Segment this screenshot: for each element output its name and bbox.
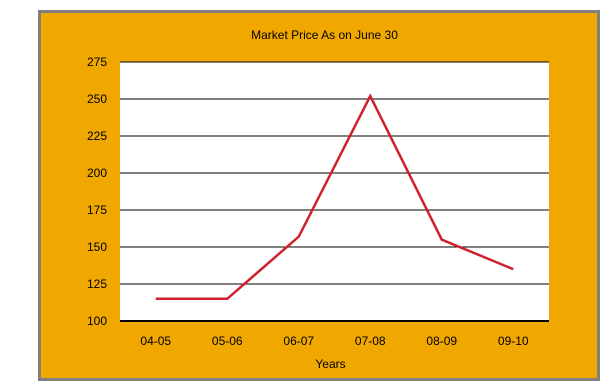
x-tick-label: 06-07 [283, 334, 314, 348]
x-tick-label: 05-06 [212, 334, 243, 348]
y-axis-tick-labels: 100 125 150 175 200 225 250 275 [87, 55, 107, 328]
x-tick-label: 04-05 [140, 334, 171, 348]
y-tick-label: 100 [87, 314, 107, 328]
chart-title: Market Price As on June 30 [251, 28, 398, 42]
x-axis-tick-labels: 04-05 05-06 06-07 07-08 08-09 09-10 [140, 334, 529, 348]
gridlines [120, 61, 549, 322]
y-tick-label: 225 [87, 129, 107, 143]
y-tick-label: 125 [87, 277, 107, 291]
x-tick-label: 07-08 [355, 334, 386, 348]
y-tick-label: 150 [87, 240, 107, 254]
plot-area [120, 62, 549, 321]
y-tick-label: 275 [87, 55, 107, 69]
x-tick-label: 09-10 [498, 334, 529, 348]
x-axis-label: Years [315, 357, 345, 371]
y-tick-label: 250 [87, 92, 107, 106]
series-line [155, 93, 514, 301]
line-chart: 100 125 150 175 200 225 250 275 04-05 05-06 06-07… [87, 28, 549, 371]
x-tick-label: 08-09 [426, 334, 457, 348]
y-tick-label: 175 [87, 203, 107, 217]
y-tick-label: 200 [87, 166, 107, 180]
chart-frame: 100 125 150 175 200 225 250 275 04-05 05-06 06-07… [38, 10, 600, 381]
series-layer [155, 93, 514, 301]
